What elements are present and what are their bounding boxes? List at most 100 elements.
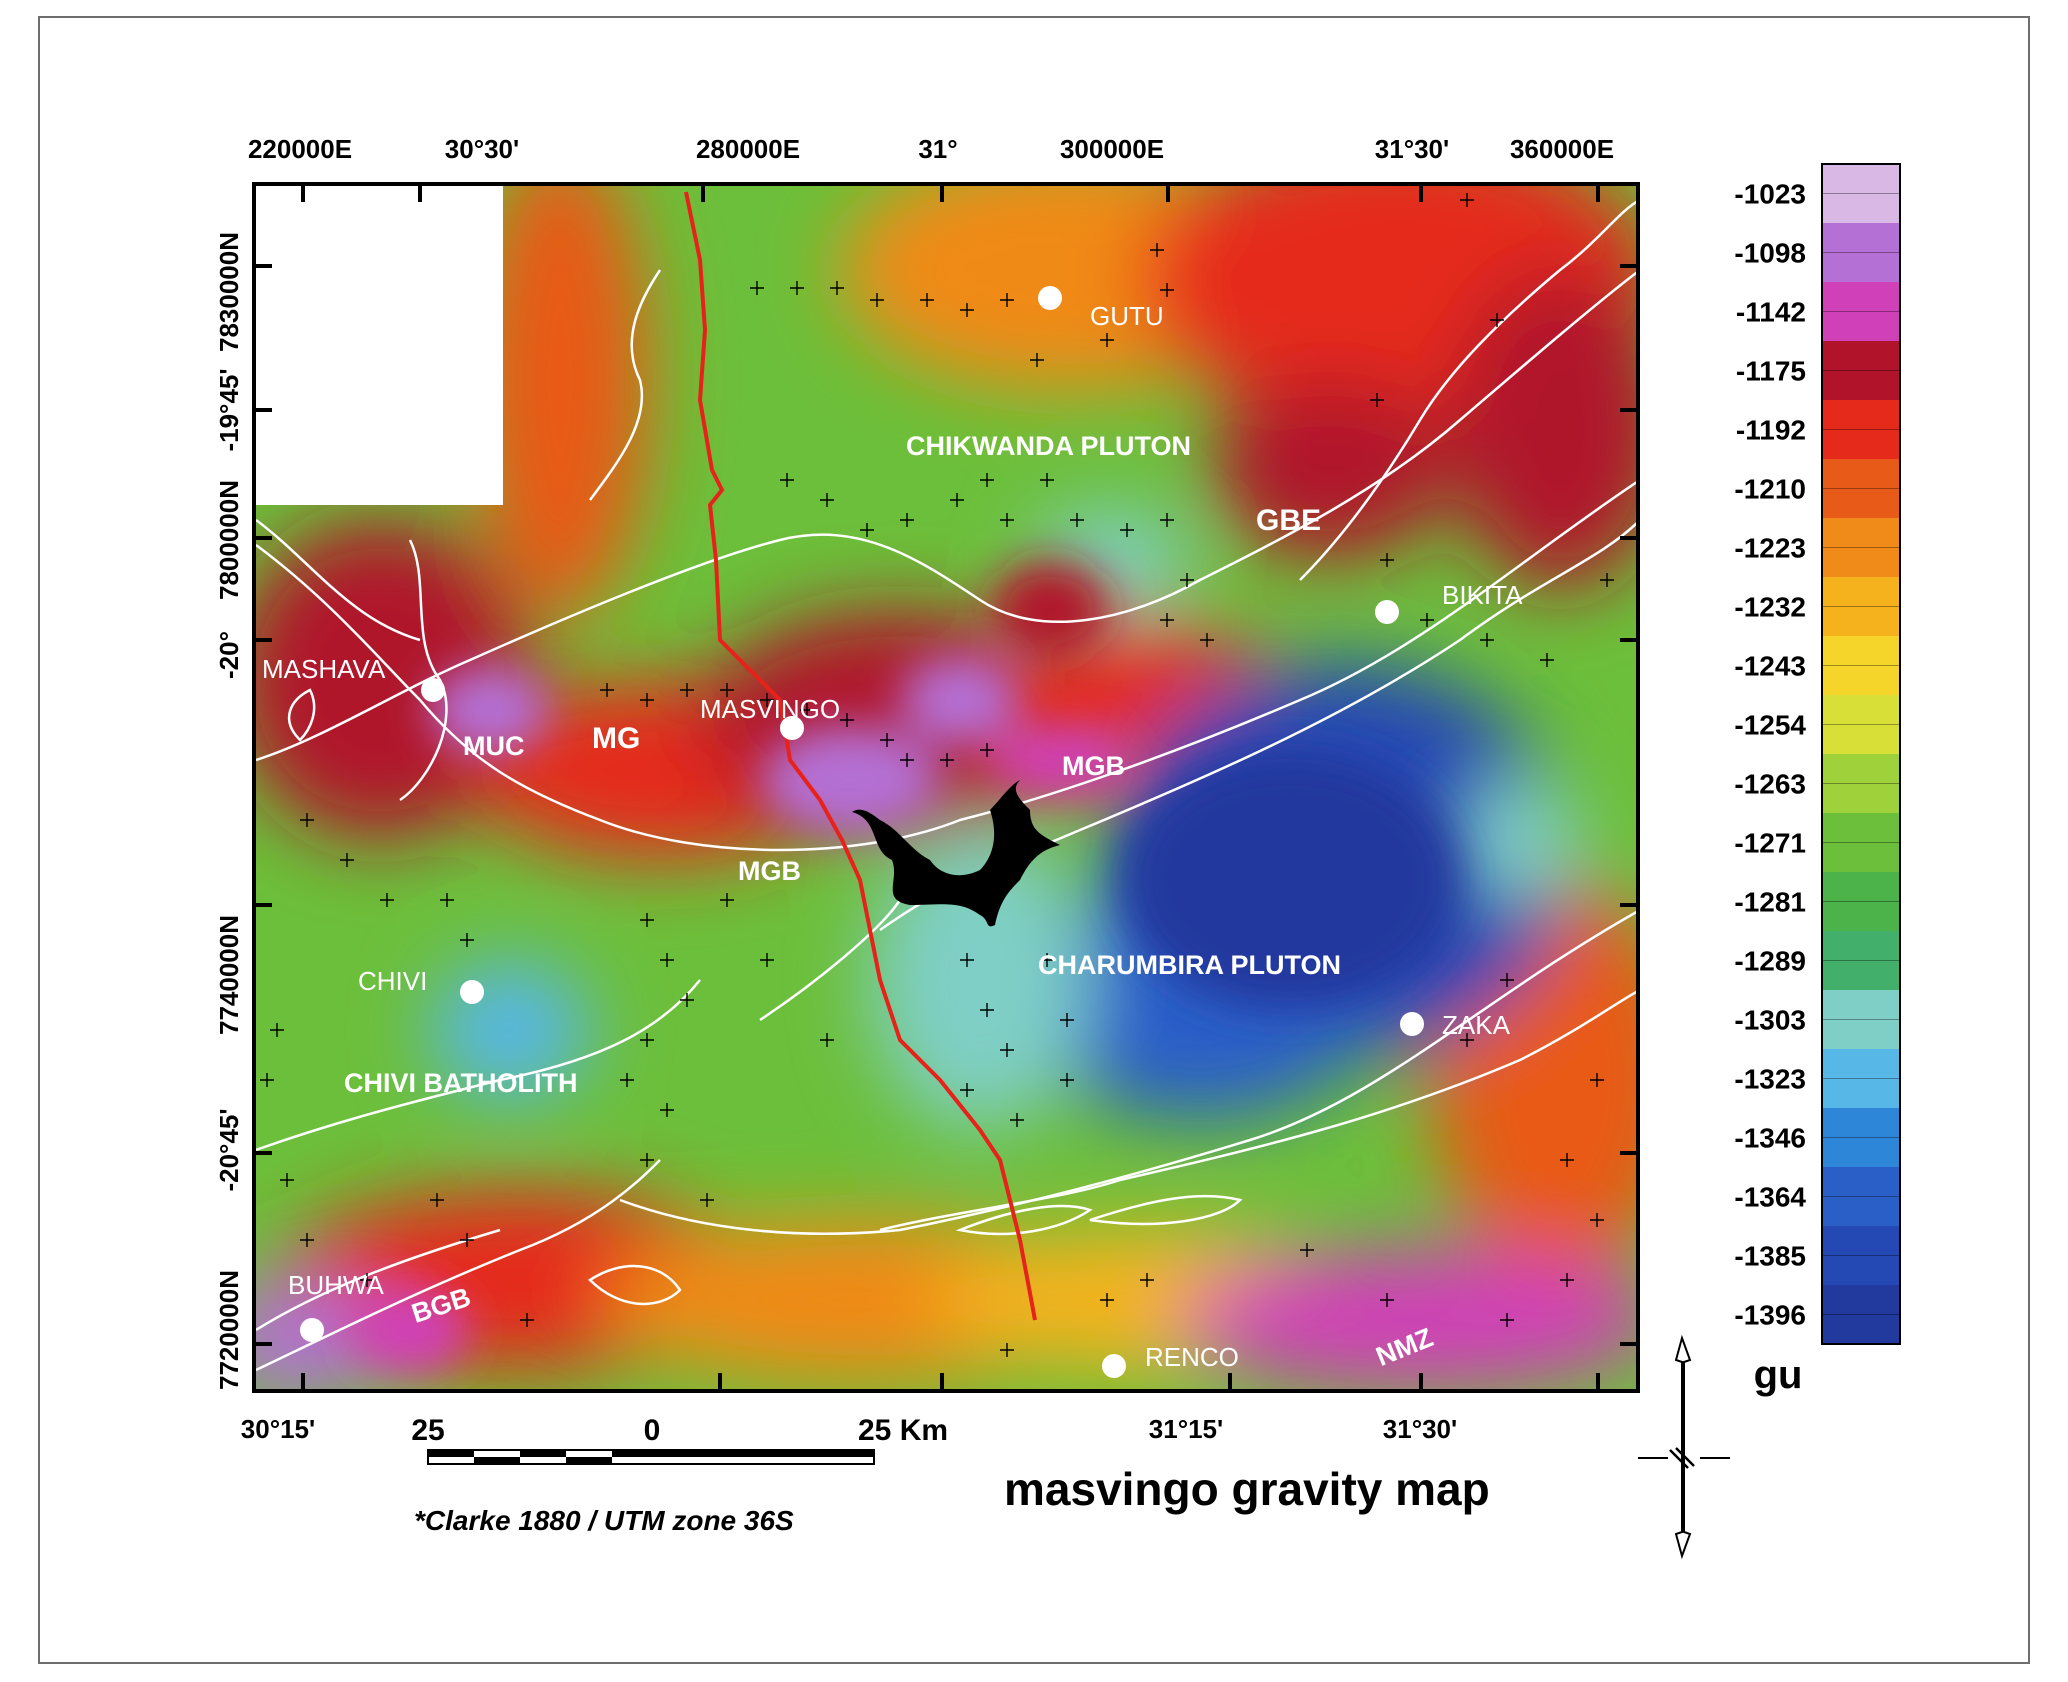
legend-swatch	[1822, 695, 1900, 755]
unit-label-gbe: GBE	[1256, 504, 1321, 537]
legend-value-label: -1210	[1734, 474, 1806, 505]
main-road	[684, 191, 1037, 1321]
scale-label: 25	[411, 1414, 444, 1447]
place-label-masvingo: MASVINGO	[700, 694, 840, 724]
legend-value-label: -1098	[1734, 238, 1806, 269]
legend-swatch	[1822, 931, 1900, 991]
left-axis-labels: 7830000N -19°45' 7800000N -20° 7740000N …	[214, 232, 244, 1390]
top-label: 31°	[918, 134, 957, 164]
scale-label: 25 Km	[858, 1414, 948, 1447]
north-arrow	[1638, 1334, 1730, 1560]
left-label: -19°45'	[214, 368, 244, 451]
legend-labels: -1023 -1098 -1142 -1175 -1192 -1210 -1223 -1232…	[1734, 179, 1806, 1331]
legend-value-label: -1364	[1734, 1182, 1806, 1213]
border-ticks	[254, 184, 1638, 1391]
unit-label-charumbira: CHARUMBIRA PLUTON	[1038, 950, 1341, 980]
legend-swatch	[1822, 872, 1900, 932]
map-border	[252, 182, 1640, 1393]
legend-value-label: -1396	[1734, 1300, 1806, 1331]
map-title: masvingo gravity map	[1004, 1463, 1490, 1515]
legend-border	[1821, 163, 1901, 1345]
bottom-label: 30°15'	[241, 1414, 315, 1444]
unit-label-chivi-batholith: CHIVI BATHOLITH	[344, 1068, 577, 1098]
legend-swatch	[1822, 282, 1900, 342]
top-axis-labels: 220000E 30°30' 280000E 31° 300000E 31°30…	[248, 134, 1614, 164]
legend-swatch	[1822, 518, 1900, 578]
legend-value-label: -1175	[1736, 356, 1806, 387]
legend-value-label: -1254	[1734, 710, 1806, 741]
bottom-label: 31°15'	[1149, 1414, 1223, 1444]
bottom-axis-labels: 30°15' 31°15' 31°30'	[241, 1414, 1457, 1444]
top-label: 31°30'	[1375, 134, 1449, 164]
legend-swatch	[1822, 990, 1900, 1050]
place-label-mashava: MASHAVA	[262, 654, 386, 684]
legend-value-label: -1385	[1734, 1241, 1806, 1272]
legend-swatch	[1822, 459, 1900, 519]
left-label: 7720000N	[214, 1270, 244, 1390]
gravity-raster	[256, 186, 1636, 1389]
place-label-chivi: CHIVI	[358, 966, 427, 996]
place-label-buhwa: BUHWA	[288, 1270, 384, 1300]
place-label-gutu: GUTU	[1090, 301, 1164, 331]
left-label: 7740000N	[214, 915, 244, 1035]
scale-bar	[427, 1449, 875, 1465]
top-label: 300000E	[1060, 134, 1164, 164]
unit-label-chikwanda: CHIKWANDA PLUTON	[906, 431, 1191, 461]
bottom-label: 31°30'	[1383, 1414, 1457, 1444]
unit-label-muc: MUC	[463, 731, 525, 761]
legend-swatch	[1822, 1049, 1900, 1109]
top-label: 30°30'	[445, 134, 519, 164]
figure-frame	[38, 16, 2030, 1664]
top-label: 360000E	[1510, 134, 1614, 164]
legend-swatch	[1822, 1285, 1900, 1345]
legend-value-label: -1281	[1734, 887, 1806, 918]
projection-note: *Clarke 1880 / UTM zone 36S	[414, 1505, 794, 1536]
lake-mutirikwi	[852, 780, 1060, 927]
legend-swatch	[1822, 813, 1900, 873]
no-data-area	[256, 186, 503, 505]
legend-value-label: -1303	[1734, 1005, 1806, 1036]
top-label: 220000E	[248, 134, 352, 164]
left-label: -20°	[214, 631, 244, 679]
scale-label: 0	[644, 1414, 661, 1447]
scale-labels: 25 0 25 Km	[411, 1414, 948, 1447]
legend-swatch	[1822, 1226, 1900, 1286]
place-label-bikita: BIKITA	[1442, 580, 1523, 610]
legend-value-label: -1223	[1734, 533, 1806, 564]
top-label: 280000E	[696, 134, 800, 164]
unit-label-mgb-center: MGB	[738, 856, 801, 886]
legend-swatch	[1822, 400, 1900, 460]
legend-swatch	[1822, 1108, 1900, 1168]
legend-value-label: -1243	[1734, 651, 1806, 682]
place-label-renco: RENCO	[1145, 1342, 1239, 1372]
place-dots	[300, 286, 1424, 1378]
unit-label-mgb-east: MGB	[1062, 751, 1125, 781]
legend-swatch	[1822, 1167, 1900, 1227]
place-label-zaka: ZAKA	[1442, 1010, 1511, 1040]
legend-value-label: -1289	[1734, 946, 1806, 977]
left-label: 7830000N	[214, 232, 244, 352]
legend-swatch	[1822, 341, 1900, 401]
legend-value-label: -1346	[1734, 1123, 1806, 1154]
legend-swatch	[1822, 636, 1900, 696]
legend-value-label: -1232	[1734, 592, 1806, 623]
legend-swatch	[1822, 164, 1900, 224]
legend-value-label: -1023	[1734, 179, 1806, 210]
left-label: 7800000N	[214, 480, 244, 600]
legend-color-bar	[1822, 164, 1900, 1345]
legend-value-label: -1142	[1736, 297, 1806, 328]
unit-label-mg: MG	[592, 722, 640, 755]
station-markers	[260, 193, 1614, 1357]
legend-unit: gu	[1754, 1353, 1803, 1397]
legend-value-label: -1192	[1736, 415, 1806, 446]
legend-value-label: -1263	[1734, 769, 1806, 800]
legend-swatch	[1822, 223, 1900, 283]
legend-value-label: -1271	[1734, 828, 1806, 859]
place-labels: GUTU BIKITA MASHAVA MASVINGO CHIVI ZAKA …	[262, 301, 1523, 1372]
legend-swatch	[1822, 754, 1900, 814]
legend-value-label: -1323	[1734, 1064, 1806, 1095]
left-label: -20°45'	[214, 1108, 244, 1191]
legend-swatch	[1822, 577, 1900, 637]
unit-labels: CHIKWANDA PLUTON GBE MUC MG MGB MGB CHAR…	[344, 431, 1437, 1372]
